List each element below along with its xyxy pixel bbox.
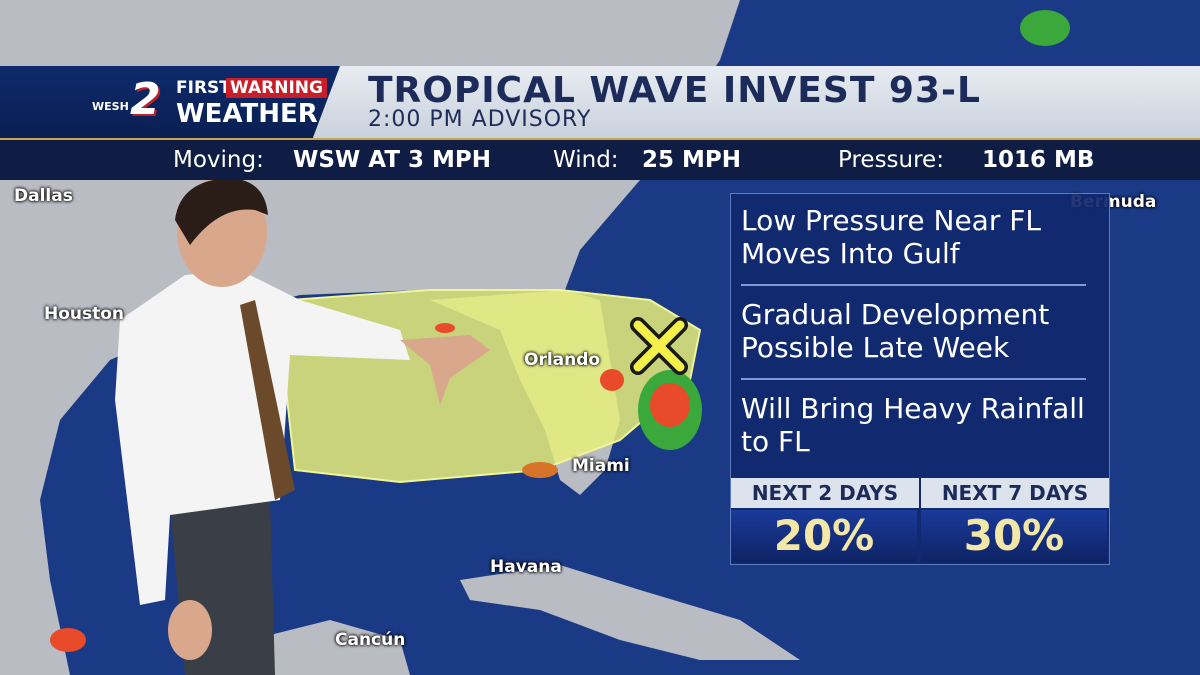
yucatan: [240, 620, 410, 675]
cuba: [460, 565, 800, 660]
map-label: Havana: [490, 557, 562, 577]
info-value: 1016 MB: [982, 147, 1095, 173]
rain-radar: [50, 10, 1070, 652]
station-name: WESH: [92, 100, 129, 113]
separator: [741, 284, 1086, 286]
info-panel: Low Pressure Near FL Moves Into Gulf Gra…: [730, 193, 1110, 565]
outlook-period: NEXT 2 DAYS: [731, 478, 919, 508]
brand-warning: WARNING: [226, 78, 327, 98]
presenter: [115, 177, 490, 675]
separator: [741, 378, 1086, 380]
outlook-chance: 20%: [731, 510, 917, 562]
station-logo: WESH 2 FIRST WARNING WEATHER: [0, 66, 340, 138]
info-label: Pressure:: [838, 147, 944, 173]
map-label: Miami: [572, 456, 630, 476]
info-bar: Moving: WSW AT 3 MPH Wind: 25 MPH Pressu…: [0, 138, 1200, 180]
channel-number: 2: [130, 74, 161, 125]
brand-weather: WEATHER: [176, 99, 318, 129]
map-label: Orlando: [524, 350, 601, 370]
key-point: Will Bring Heavy Rainfall to FL: [741, 392, 1085, 458]
info-value: WSW AT 3 MPH: [293, 147, 492, 173]
info-value: 25 MPH: [642, 147, 742, 173]
key-point: Low Pressure Near FL Moves Into Gulf: [741, 204, 1041, 270]
info-label: Wind:: [553, 147, 619, 173]
info-label: Moving:: [173, 147, 264, 173]
outlook-chance: 30%: [921, 510, 1107, 562]
map-label: Houston: [44, 304, 125, 324]
map-label: Dallas: [14, 186, 73, 206]
advisory-time: 2:00 PM ADVISORY: [368, 107, 592, 132]
brand-first: FIRST: [176, 78, 231, 98]
storm-marker: [630, 317, 688, 375]
key-point: Gradual Development Possible Late Week: [741, 298, 1050, 364]
outlook-period: NEXT 7 DAYS: [921, 478, 1109, 508]
map-label: Cancún: [335, 630, 406, 650]
headline: TROPICAL WAVE INVEST 93-L: [368, 70, 981, 111]
